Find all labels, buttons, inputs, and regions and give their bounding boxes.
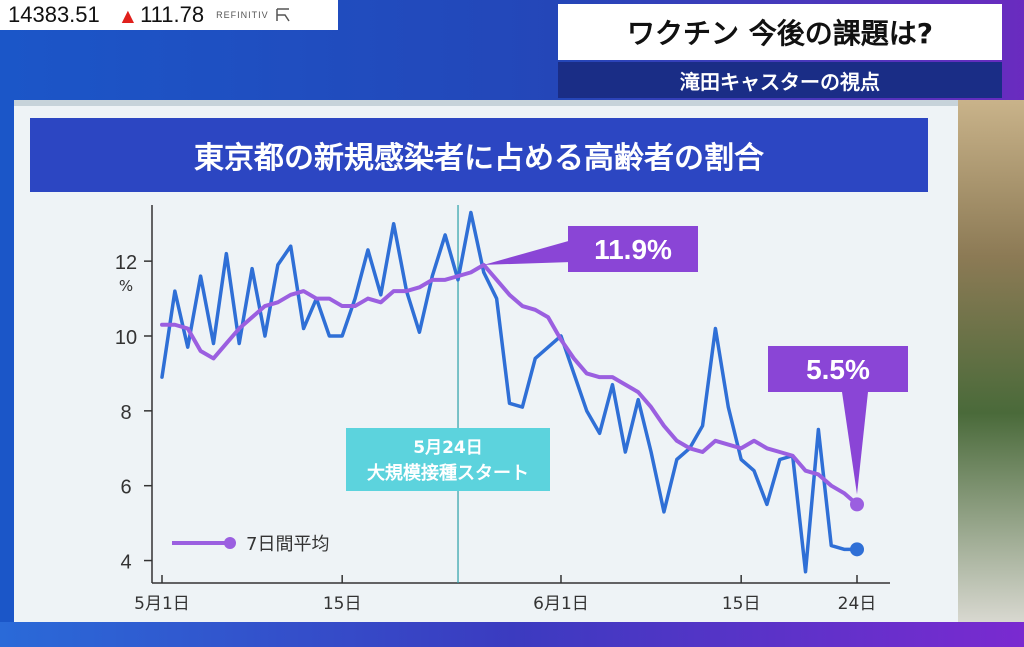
subheadline: 滝田キャスターの視点 xyxy=(558,62,1002,98)
y-tick-label: 12 xyxy=(115,252,137,274)
end-callout-label: 5.5% xyxy=(806,354,870,385)
x-tick-label: 15日 xyxy=(323,594,362,614)
ticker-index-value: 14383.51 xyxy=(8,2,100,27)
event-label-box xyxy=(346,428,550,491)
studio-backdrop xyxy=(958,100,1024,622)
x-tick-label: 15日 xyxy=(722,594,761,614)
series-end-point xyxy=(850,497,864,512)
y-tick-label: 8 xyxy=(120,402,131,424)
series-line-daily xyxy=(160,210,859,574)
peak-callout-pointer xyxy=(483,240,572,265)
series-end-point xyxy=(850,542,864,557)
x-tick-label: 6月1日 xyxy=(533,594,589,614)
ticker-change-value: 111.78 xyxy=(140,2,205,27)
y-tick-label: 4 xyxy=(120,552,131,574)
end-callout-pointer xyxy=(842,392,868,495)
ticker-source: REFINITIV xyxy=(216,10,269,20)
event-date-label: 5月24日 xyxy=(413,438,483,458)
legend-label: 7日間平均 xyxy=(246,534,329,555)
headline: ワクチン 今後の課題は? xyxy=(558,4,1002,60)
y-tick-label: 10 xyxy=(115,327,137,349)
bottom-strip xyxy=(0,622,1024,647)
series-line-7day-avg xyxy=(160,262,859,507)
peak-callout-box xyxy=(568,226,698,272)
end-callout-box xyxy=(768,346,908,392)
market-ticker: 14383.51 ▲ 111.78 REFINITIV xyxy=(0,0,338,30)
legend-point xyxy=(224,537,236,549)
refinitiv-logo-icon xyxy=(275,8,290,22)
y-tick-label: 6 xyxy=(120,477,131,499)
x-tick-label: 5月1日 xyxy=(134,594,190,614)
event-text-label: 大規模接種スタート xyxy=(367,462,529,484)
chart-title: 東京都の新規感染者に占める高齢者の割合 xyxy=(30,118,928,192)
x-tick-label: 24日 xyxy=(838,594,877,614)
peak-callout-label: 11.9% xyxy=(594,234,672,265)
y-unit-label: % xyxy=(119,277,133,295)
up-arrow-icon: ▲ xyxy=(121,5,135,25)
